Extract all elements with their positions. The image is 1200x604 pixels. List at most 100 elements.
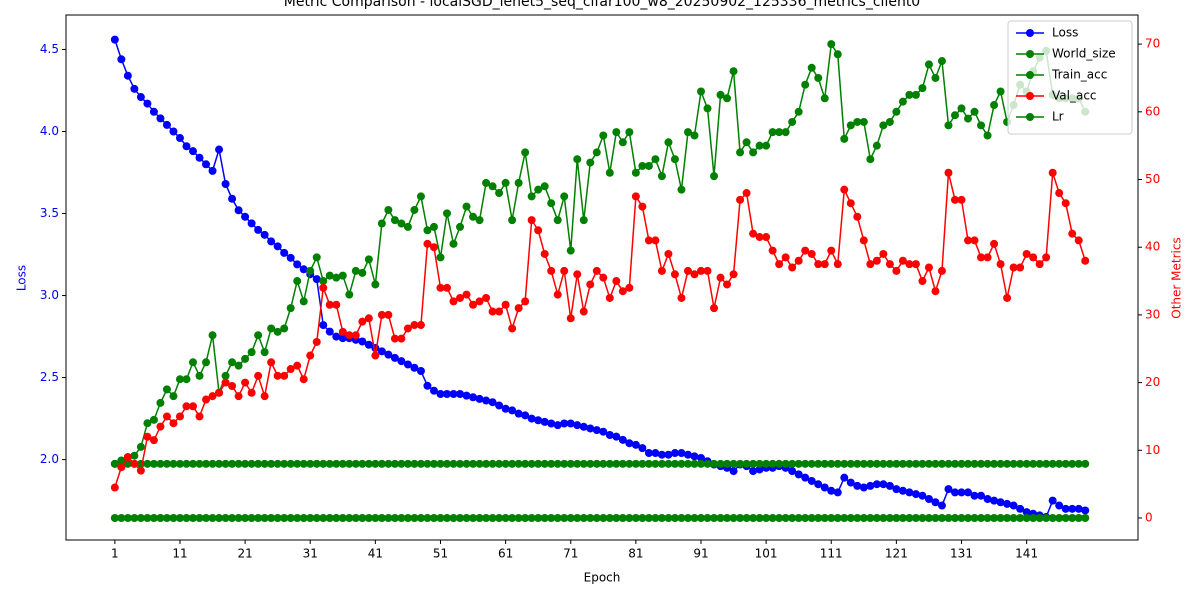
point (364, 314, 373, 323)
point (833, 260, 842, 269)
point (566, 459, 575, 468)
point (293, 277, 302, 286)
point (534, 459, 543, 468)
point (696, 513, 705, 522)
point (547, 266, 556, 275)
point (208, 513, 217, 522)
point (573, 459, 582, 468)
x-tick-label: 21 (237, 547, 252, 561)
point (241, 513, 250, 522)
y-tick-label: 4.0 (40, 124, 59, 138)
point (1022, 459, 1031, 468)
point (429, 386, 438, 395)
point (306, 513, 315, 522)
point (117, 463, 126, 472)
point (937, 501, 946, 510)
point (234, 459, 243, 468)
point (879, 480, 888, 489)
point (599, 459, 608, 468)
point (950, 488, 959, 497)
point (501, 459, 510, 468)
point (553, 421, 562, 430)
point (749, 467, 758, 476)
point (260, 392, 269, 401)
y-tick-label: 3.5 (40, 206, 59, 220)
point (768, 459, 777, 468)
point (964, 488, 973, 497)
point (384, 350, 393, 359)
point (918, 513, 927, 522)
point (651, 449, 660, 458)
point (358, 513, 367, 522)
point (762, 233, 771, 242)
point (143, 419, 152, 428)
point (534, 226, 543, 235)
point (937, 459, 946, 468)
point (1074, 513, 1083, 522)
point (631, 192, 640, 201)
point (937, 266, 946, 275)
point (540, 249, 549, 258)
point (592, 148, 601, 157)
point (905, 260, 914, 269)
point (540, 513, 549, 522)
point (449, 513, 458, 522)
point (208, 166, 217, 175)
point (332, 513, 341, 522)
point (840, 185, 849, 194)
point (560, 459, 569, 468)
point (1074, 504, 1083, 513)
point (436, 513, 445, 522)
point (677, 449, 686, 458)
legend-marker (1026, 113, 1034, 121)
point (879, 249, 888, 258)
point (527, 414, 536, 423)
point (390, 353, 399, 362)
point (384, 310, 393, 319)
x-axis-label: Epoch (584, 571, 621, 585)
point (423, 381, 432, 390)
point (175, 134, 184, 143)
point (937, 57, 946, 66)
point (657, 266, 666, 275)
point (801, 473, 810, 482)
point (495, 189, 504, 198)
point (488, 182, 497, 191)
point (814, 513, 823, 522)
point (319, 321, 328, 330)
point (364, 255, 373, 264)
point (156, 422, 165, 431)
point (579, 513, 588, 522)
point (781, 513, 790, 522)
point (970, 107, 979, 116)
point (475, 394, 484, 403)
point (1081, 506, 1090, 515)
point (872, 141, 881, 150)
x-tick-label: 61 (498, 547, 513, 561)
point (775, 260, 784, 269)
point (1003, 513, 1012, 522)
point (384, 205, 393, 214)
point (514, 409, 523, 418)
point (742, 513, 751, 522)
point (644, 236, 653, 245)
point (801, 513, 810, 522)
point (182, 459, 191, 468)
point (215, 145, 224, 154)
point (677, 459, 686, 468)
point (540, 182, 549, 191)
point (788, 467, 797, 476)
point (592, 266, 601, 275)
point (911, 90, 920, 99)
x-tick-label: 141 (1015, 547, 1038, 561)
point (514, 513, 523, 522)
point (149, 415, 158, 424)
point (990, 239, 999, 248)
point (508, 324, 517, 333)
point (351, 459, 360, 468)
point (267, 237, 276, 246)
point (950, 195, 959, 204)
point (169, 513, 178, 522)
point (560, 266, 569, 275)
point (169, 419, 178, 428)
